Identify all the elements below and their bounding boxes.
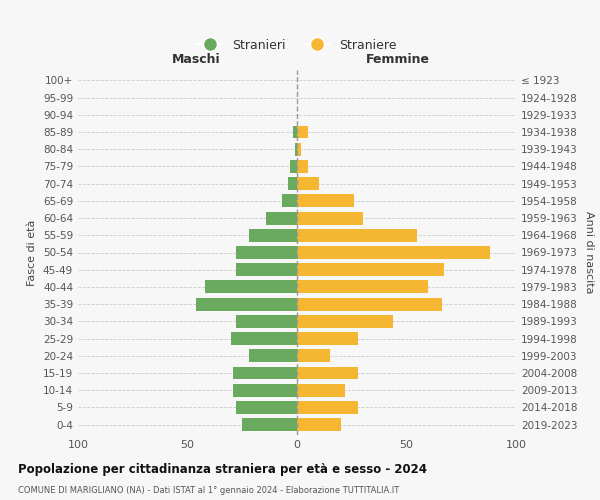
Bar xyxy=(297,298,442,310)
Bar xyxy=(249,350,297,362)
Bar xyxy=(297,194,354,207)
Bar xyxy=(233,366,297,380)
Legend: Stranieri, Straniere: Stranieri, Straniere xyxy=(191,32,403,58)
Bar xyxy=(196,298,297,310)
Bar xyxy=(236,246,297,259)
Bar xyxy=(293,126,297,138)
Bar xyxy=(297,264,444,276)
Bar xyxy=(297,384,345,396)
Bar xyxy=(236,264,297,276)
Bar xyxy=(236,401,297,414)
Bar xyxy=(297,177,319,190)
Bar xyxy=(297,126,308,138)
Bar xyxy=(297,160,308,173)
Text: Femmine: Femmine xyxy=(366,54,430,66)
Bar xyxy=(297,366,358,380)
Bar xyxy=(290,160,297,173)
Bar xyxy=(295,142,297,156)
Y-axis label: Fasce di età: Fasce di età xyxy=(28,220,37,286)
Bar xyxy=(281,194,297,207)
Bar xyxy=(297,332,358,345)
Bar xyxy=(288,177,297,190)
Bar xyxy=(233,384,297,396)
Bar xyxy=(249,229,297,241)
Bar xyxy=(236,315,297,328)
Bar xyxy=(297,229,418,241)
Bar xyxy=(205,280,297,293)
Bar xyxy=(297,350,330,362)
Bar xyxy=(297,401,358,414)
Text: Maschi: Maschi xyxy=(172,54,221,66)
Bar xyxy=(242,418,297,431)
Text: COMUNE DI MARIGLIANO (NA) - Dati ISTAT al 1° gennaio 2024 - Elaborazione TUTTITA: COMUNE DI MARIGLIANO (NA) - Dati ISTAT a… xyxy=(18,486,399,495)
Bar xyxy=(232,332,297,345)
Bar xyxy=(297,142,301,156)
Bar xyxy=(297,280,428,293)
Bar xyxy=(297,418,341,431)
Bar xyxy=(266,212,297,224)
Bar xyxy=(297,246,490,259)
Bar xyxy=(297,212,362,224)
Bar xyxy=(297,315,394,328)
Y-axis label: Anni di nascita: Anni di nascita xyxy=(584,211,594,294)
Text: Popolazione per cittadinanza straniera per età e sesso - 2024: Popolazione per cittadinanza straniera p… xyxy=(18,462,427,475)
